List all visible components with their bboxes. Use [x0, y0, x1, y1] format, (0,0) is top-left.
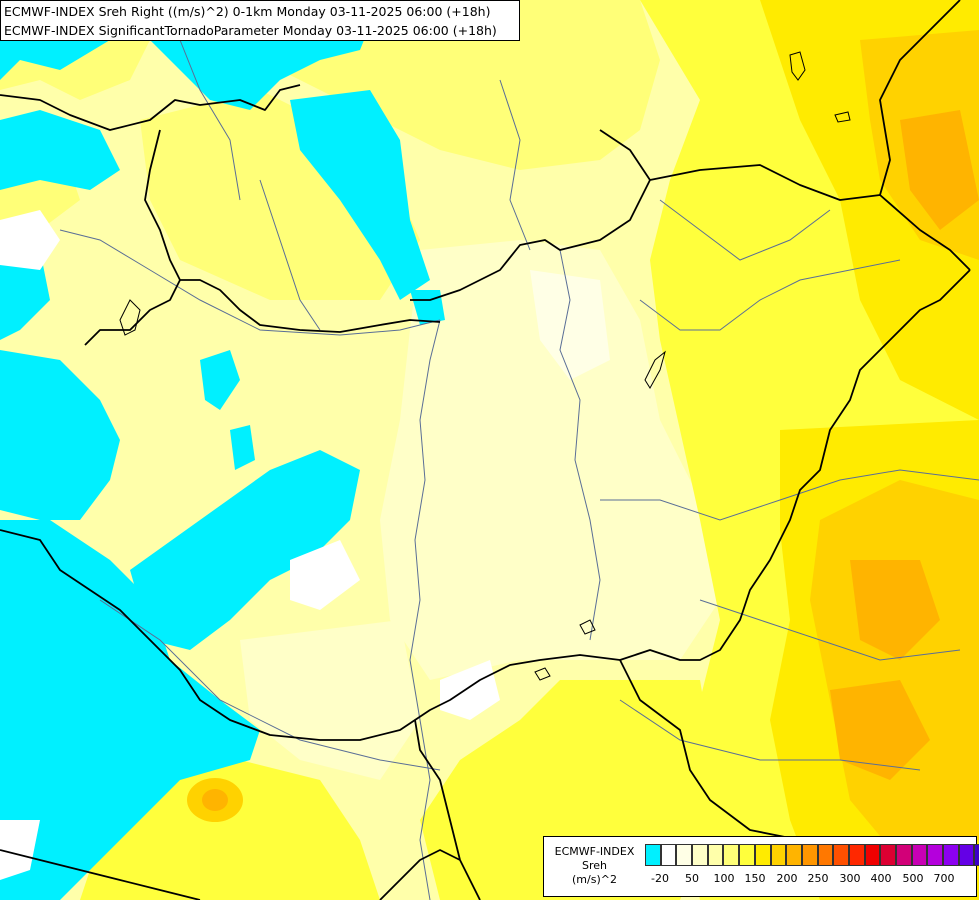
legend-tick-label: 300 [839, 872, 861, 885]
legend-tick-label: 50 [685, 872, 699, 885]
legend-swatch [770, 844, 787, 866]
legend-swatch [958, 844, 975, 866]
legend-tick-label: 200 [776, 872, 798, 885]
lakes [119, 51, 851, 681]
legend-swatch [833, 844, 849, 866]
title-line-sreh: ECMWF-INDEX Sreh Right ((m/s)^2) 0-1km M… [4, 4, 491, 19]
legend-swatch [911, 844, 928, 866]
legend-label-variable: Sreh [581, 859, 607, 872]
legend-swatch [786, 844, 802, 866]
map-title-box: ECMWF-INDEX Sreh Right ((m/s)^2) 0-1km M… [0, 0, 520, 41]
rivers [59, 39, 979, 900]
legend-swatch [864, 844, 881, 866]
title-line-stp: ECMWF-INDEX SignificantTornadoParameter … [4, 23, 497, 38]
legend-tick-label: -20 [651, 872, 669, 885]
legend-swatch [707, 844, 724, 866]
legend-swatch [660, 844, 677, 866]
legend-tick-label: 100 [713, 872, 735, 885]
legend-label-model: ECMWF-INDEX [554, 845, 635, 858]
legend-swatch [692, 844, 708, 866]
legend-swatch [754, 844, 771, 866]
color-legend: ECMWF-INDEX Sreh (m/s)^2 -20 50 100 150 200 2… [543, 836, 979, 897]
legend-swatch [880, 844, 896, 866]
legend-swatch [927, 844, 944, 866]
legend-tick-label: 250 [807, 872, 829, 885]
legend-swatches [645, 844, 979, 866]
legend-swatch [848, 844, 865, 866]
legend-tick-label: 500 [902, 872, 924, 885]
legend-swatch [676, 844, 693, 866]
legend-tick-label: 400 [870, 872, 892, 885]
legend-ticks: -20 50 100 150 200 250 300 400 500 700 [645, 872, 965, 888]
legend-label-unit: (m/s)^2 [572, 873, 617, 886]
legend-tick-label: 700 [933, 872, 955, 885]
legend-swatch [801, 844, 818, 866]
legend-swatch [817, 844, 834, 866]
legend-label: ECMWF-INDEX Sreh (m/s)^2 [548, 845, 641, 887]
legend-tick-label: 150 [744, 872, 766, 885]
legend-swatch [943, 844, 959, 866]
legend-swatch [723, 844, 740, 866]
legend-swatch [645, 844, 661, 866]
legend-swatch [739, 844, 755, 866]
legend-swatch [974, 844, 979, 866]
legend-swatch [896, 844, 912, 866]
